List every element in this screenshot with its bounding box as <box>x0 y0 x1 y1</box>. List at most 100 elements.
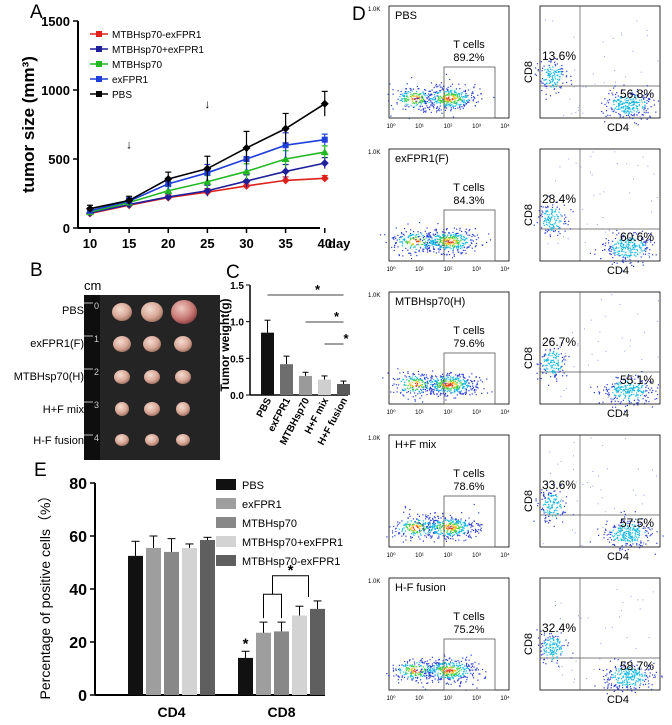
a-legend-label: PBS <box>112 90 132 101</box>
flow-tcell-gate <box>443 495 496 548</box>
e-legend-swatch <box>216 498 236 509</box>
a-legend-label: MTBHsp70+exFPR1 <box>112 45 204 56</box>
e-ytick-label: 20 <box>69 635 87 652</box>
flow-tcell-gate <box>443 209 496 262</box>
e-bar-mtbhsp70-cd4 <box>164 551 179 695</box>
flow-events-right <box>533 437 664 555</box>
flow-xtick-label: 10⁰ <box>386 123 396 130</box>
flow-xtick-label: 10² <box>444 696 453 702</box>
e-bracket <box>263 593 282 619</box>
e-legend-label: MTBHsp70-exFPR1 <box>242 556 340 568</box>
flow-ytop-label: 1.0K <box>368 579 380 585</box>
e-bar-mtbhsp70-exfpr1-cd4 <box>200 539 215 695</box>
flow-tcell-percent: 78.6% <box>453 481 484 493</box>
e-legend-swatch <box>216 536 236 547</box>
flow-cd8-percent: 13.6% <box>542 49 576 63</box>
e-significance-mark: * <box>243 636 249 653</box>
flow-ytop-label: 1.0K <box>368 436 380 442</box>
row-label-exfpr1: exFPR1(F) <box>30 338 84 350</box>
e-bar-pbs-cd8 <box>238 657 253 695</box>
a-point-mtbhsp70-exfpr1 <box>281 167 290 176</box>
a-point-pbs <box>320 99 329 108</box>
panel-label-c: C <box>226 262 240 283</box>
tumor-photo-panel: cm PBS exFPR1(F) MTBHsp70(H) H+F mix H-F… <box>14 278 220 460</box>
flow-cd8-axis-label: CD8 <box>523 347 535 369</box>
c-bar-exfpr1 <box>280 364 293 395</box>
tumor-photo: 0 1 2 3 4 <box>84 295 220 460</box>
a-legend-label: MTBHsp70 <box>112 60 162 71</box>
c-ytick-label: 0.5 <box>230 354 244 365</box>
flow-xtick-label: 10⁴ <box>500 123 510 130</box>
ruler-tick-4: 4 <box>94 433 99 443</box>
flow-cd4-percent: 56.8% <box>620 87 654 101</box>
flow-xtick-label: 10⁴ <box>500 409 510 416</box>
a-point-exfpr1 <box>321 136 328 143</box>
e-bar-pbs-cd4 <box>128 555 143 695</box>
e-legend-swatch <box>216 479 236 490</box>
flow-gate-label: T cells <box>453 611 485 623</box>
a-ytick-label: 1500 <box>41 14 70 29</box>
flow-cd4-cd8-plot-h-f-fusion: 32.4% 58.7% CD8 CD4 <box>523 577 663 706</box>
a-xtick-label: 10 <box>83 236 97 251</box>
flow-events-left <box>386 503 483 543</box>
c-ytick-label: 1.0 <box>230 318 244 329</box>
a-legend-marker <box>96 61 102 67</box>
panel-label-b: B <box>30 260 43 281</box>
a-point-mtbhsp70-exfpr1 <box>320 159 329 168</box>
row-label-pbs: PBS <box>61 305 84 317</box>
flow-cd8-axis-label: CD8 <box>523 633 535 655</box>
e-legend-swatch <box>216 555 236 566</box>
e-bar-exfpr1-cd4 <box>146 547 161 695</box>
flow-gate-label: T cells <box>453 182 485 194</box>
a-point-pbs <box>203 164 212 173</box>
a-arrow-annotation: ↓ <box>126 137 132 151</box>
flow-xtick-label: 10³ <box>472 410 481 416</box>
flow-tcell-gate <box>443 66 496 119</box>
flow-events-right <box>534 19 660 127</box>
row-label-mtbhsp70: MTBHsp70(H) <box>13 371 84 383</box>
flow-sample-name: exFPR1(F) <box>395 153 449 165</box>
flow-cd4-percent: 57.5% <box>620 516 654 530</box>
c-bar-h-f-fusion <box>337 384 350 395</box>
flow-xtick-label: 10⁴ <box>500 552 510 559</box>
e-legend-label: PBS <box>242 480 264 492</box>
e-bar-mtbhsp70-cd8 <box>274 631 289 695</box>
ruler-tick-2: 2 <box>94 367 99 377</box>
flow-xtick-label: 10² <box>444 410 453 416</box>
c-ytick-label: 0.0 <box>230 391 244 402</box>
a-point-mtbhsp70-exfpr1 <box>320 174 329 183</box>
row-labels: PBS exFPR1(F) MTBHsp70(H) H+F mix H-F fu… <box>14 295 84 460</box>
flow-sample-name: H+F mix <box>395 439 437 451</box>
flow-xtick-label: 10⁰ <box>386 552 396 559</box>
flow-xtick-label: 10¹ <box>415 553 424 559</box>
flow-xtick-label: 10² <box>444 267 453 273</box>
panel-label-e: E <box>34 460 47 481</box>
flow-events-left <box>379 222 492 260</box>
flow-xtick-label: 10⁰ <box>386 266 396 273</box>
c-significance-mark: * <box>315 282 321 297</box>
a-point-mtbhsp70 <box>281 155 290 162</box>
flow-ytop-label: 1.0K <box>368 150 380 156</box>
flow-xtick-label: 10³ <box>472 267 481 273</box>
flow-cd8-axis-label: CD8 <box>523 61 535 83</box>
a-xtick-label: 30 <box>239 236 253 251</box>
a-ytick-label: 0 <box>63 221 70 236</box>
c-ylabel: Tumor weight(g) <box>220 298 232 391</box>
flow-xtick-label: 10¹ <box>415 267 424 273</box>
row-label-hf-mix: H+F mix <box>42 404 84 416</box>
a-xtick-label: 20 <box>161 236 175 251</box>
a-point-mtbhsp70-exfpr1 <box>203 186 212 195</box>
a-xlabel: day <box>328 236 350 251</box>
a-point-mtbhsp70-exfpr1 <box>281 176 290 185</box>
flow-xtick-label: 10³ <box>472 124 481 130</box>
flow-xtick-label: 10² <box>444 124 453 130</box>
c-bar-pbs <box>261 332 274 395</box>
flow-tcell-percent: 89.2% <box>453 52 484 64</box>
e-legend-label: MTBHsp70+exFPR1 <box>242 537 343 549</box>
flow-cd4-cd8-plot-pbs: 13.6% 56.8% CD8 CD4 <box>523 5 661 134</box>
a-legend-label: MTBHsp70-exFPR1 <box>112 30 202 41</box>
e-ytick-label: 80 <box>69 476 87 493</box>
flow-cd4-percent: 55.1% <box>620 373 654 387</box>
flow-xtick-label: 10³ <box>472 696 481 702</box>
flow-events-left <box>382 368 493 403</box>
